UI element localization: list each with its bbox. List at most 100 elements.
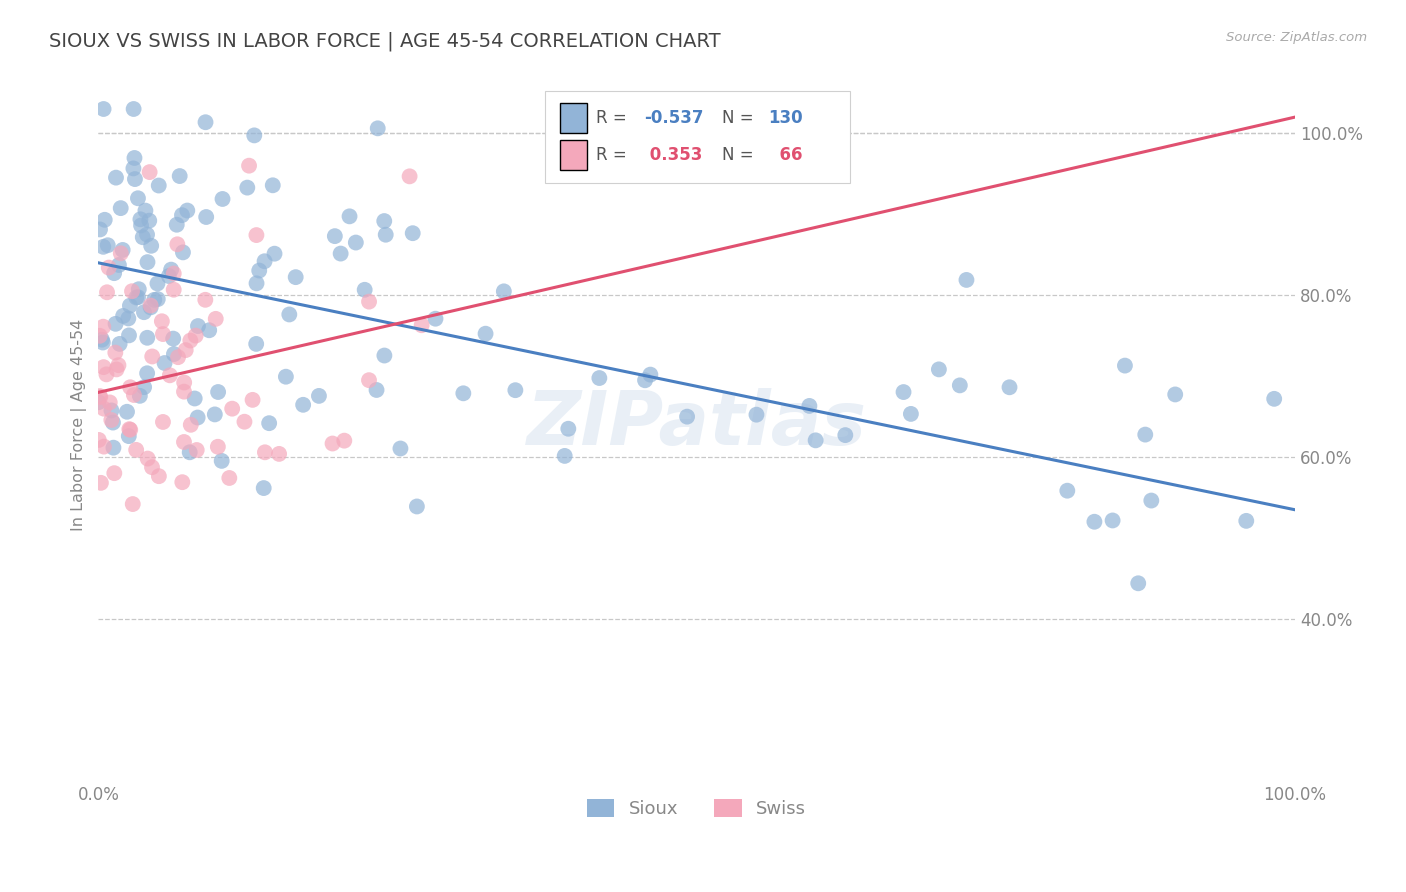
Point [129,219,152,233]
Point [139,299,162,313]
Point [105,362,128,376]
Point [167,350,190,364]
Text: ZIPatlas: ZIPatlas [527,388,866,461]
Point [245,337,267,351]
Text: 0.353: 0.353 [644,146,703,164]
Point [104,345,127,359]
Point [373,349,395,363]
Point [103,266,125,280]
Point [107,358,129,372]
Point [157,268,180,283]
Point [173,434,195,449]
Point [211,454,233,468]
Point [122,102,145,116]
Point [128,389,150,403]
Point [132,230,155,244]
Point [373,214,395,228]
Point [118,429,141,443]
Point [928,362,950,376]
Point [124,172,146,186]
Point [104,170,127,185]
Point [90,475,112,490]
Point [162,332,184,346]
Point [89,328,111,343]
Point [174,343,197,357]
Point [91,333,114,347]
Point [100,413,122,427]
Point [1164,387,1187,401]
Point [398,169,420,184]
Point [120,380,142,394]
Point [146,277,169,291]
Point [184,328,207,343]
Point [357,294,380,309]
Point [242,392,264,407]
Text: -0.537: -0.537 [644,110,703,128]
Point [111,243,134,257]
Point [274,369,297,384]
Point [357,373,380,387]
Point [152,327,174,342]
FancyBboxPatch shape [544,91,849,183]
Point [173,384,195,399]
Point [187,410,209,425]
Point [97,238,120,252]
Point [804,434,827,448]
Point [143,293,166,307]
Point [322,436,344,450]
Point [1140,493,1163,508]
Point [253,254,276,268]
Point [284,270,307,285]
Text: 66: 66 [769,146,803,164]
Point [141,460,163,475]
Point [194,293,217,307]
Text: N =: N = [721,146,759,164]
Point [176,203,198,218]
Point [367,121,389,136]
Point [120,423,142,437]
Point [179,445,201,459]
Point [172,245,194,260]
Point [93,360,115,375]
Point [344,235,367,250]
Text: Source: ZipAtlas.com: Source: ZipAtlas.com [1226,31,1367,45]
Point [745,408,768,422]
Point [96,285,118,300]
Point [129,212,152,227]
Point [108,337,131,351]
Point [557,422,579,436]
FancyBboxPatch shape [560,103,586,134]
Point [128,282,150,296]
Point [136,366,159,380]
Point [194,115,217,129]
Point [170,208,193,222]
Point [110,201,132,215]
Point [900,407,922,421]
Point [134,203,156,218]
Point [87,433,110,447]
Point [141,350,163,364]
Point [103,441,125,455]
Point [474,326,496,341]
Point [1114,359,1136,373]
Point [169,169,191,183]
Point [121,284,143,298]
Point [243,128,266,143]
Point [323,229,346,244]
Point [152,415,174,429]
Point [173,376,195,390]
Point [159,368,181,383]
Text: 130: 130 [769,110,803,128]
Text: R =: R = [596,110,633,128]
Point [554,449,576,463]
Point [640,368,662,382]
Point [121,497,143,511]
Point [148,469,170,483]
Point [139,301,162,315]
Point [124,151,146,165]
Point [233,415,256,429]
Text: SIOUX VS SWISS IN LABOR FORCE | AGE 45-54 CORRELATION CHART: SIOUX VS SWISS IN LABOR FORCE | AGE 45-5… [49,31,721,51]
Point [163,347,186,361]
Point [93,440,115,454]
Point [198,323,221,337]
